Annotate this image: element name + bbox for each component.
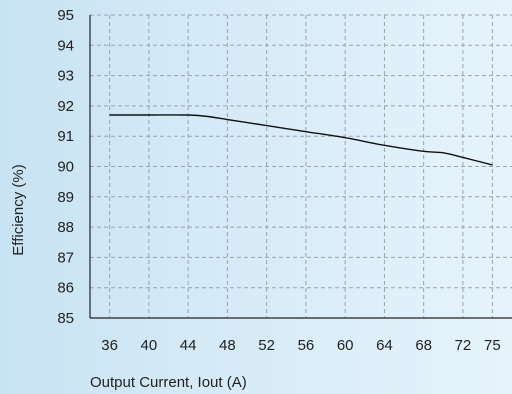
y-tick-labels: 85 86 87 88 89 90 91 92 93 94 95 <box>57 7 74 327</box>
x-axis-label: Output Current, Iout (A) <box>90 374 247 391</box>
x-tick-label: 40 <box>141 337 158 354</box>
y-tick-label: 86 <box>57 280 74 297</box>
y-tick-label: 92 <box>57 98 74 115</box>
x-tick-label: 56 <box>298 337 315 354</box>
efficiency-series-line <box>109 114 493 166</box>
x-tick-label: 44 <box>180 337 197 354</box>
x-tick-label: 72 <box>455 337 472 354</box>
x-tick-label: 68 <box>415 337 432 354</box>
y-tick-label: 90 <box>57 159 74 176</box>
x-tick-labels: 36 40 44 48 52 56 60 64 68 72 75 <box>101 337 500 354</box>
x-tick-label: 64 <box>376 337 393 354</box>
grid-lines <box>90 14 512 318</box>
y-tick-label: 95 <box>57 7 74 24</box>
y-tick-label: 88 <box>57 219 74 236</box>
x-tick-label: 75 <box>484 337 501 354</box>
x-tick-label: 48 <box>219 337 236 354</box>
y-tick-label: 91 <box>57 128 74 145</box>
x-tick-label: 52 <box>258 337 275 354</box>
y-tick-label: 87 <box>57 249 74 266</box>
y-axis-label: Efficiency (%) <box>10 164 27 255</box>
y-tick-label: 93 <box>57 68 74 85</box>
y-tick-label: 89 <box>57 189 74 206</box>
y-tick-label: 85 <box>57 310 74 327</box>
x-tick-label: 36 <box>101 337 118 354</box>
x-tick-label: 60 <box>337 337 354 354</box>
y-tick-label: 94 <box>57 37 74 54</box>
series-layer <box>109 114 493 166</box>
plot-frame <box>89 15 512 319</box>
